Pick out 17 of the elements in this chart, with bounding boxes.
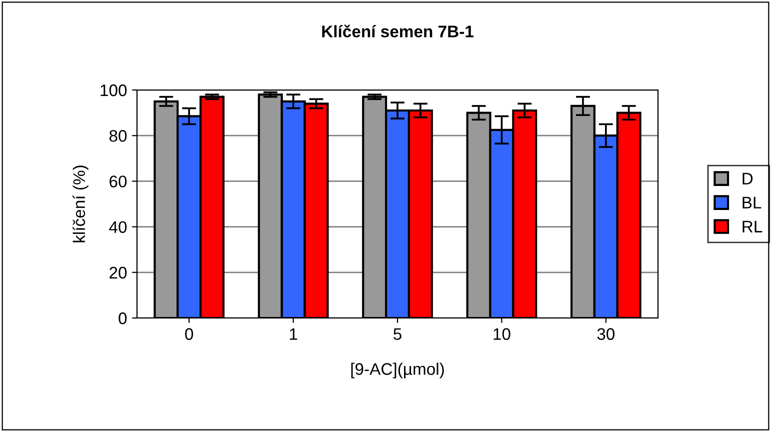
chart-title: Klíčení semen 7B-1 (322, 24, 474, 38)
x-tick-label: 0 (185, 328, 194, 340)
x-tick-label: 10 (494, 328, 510, 340)
x-tick-label: 5 (394, 328, 402, 340)
x-tick-label: 30 (597, 328, 615, 340)
x-axis-title: [9-AC](µmol) (351, 362, 444, 378)
y-tick-label: 100 (100, 84, 127, 96)
legend-label: RL (742, 220, 762, 232)
y-tick-label: 0 (118, 312, 127, 324)
y-tick-label: 80 (109, 130, 127, 142)
x-tick-label: 1 (290, 328, 298, 340)
y-tick-label: 20 (110, 266, 127, 279)
y-tick-label: 40 (109, 221, 127, 234)
y-tick-label: 60 (110, 176, 127, 188)
legend-label: BL (742, 196, 762, 208)
y-axis-title: klíčení (%) (72, 166, 88, 242)
legend-label: D (742, 172, 753, 184)
